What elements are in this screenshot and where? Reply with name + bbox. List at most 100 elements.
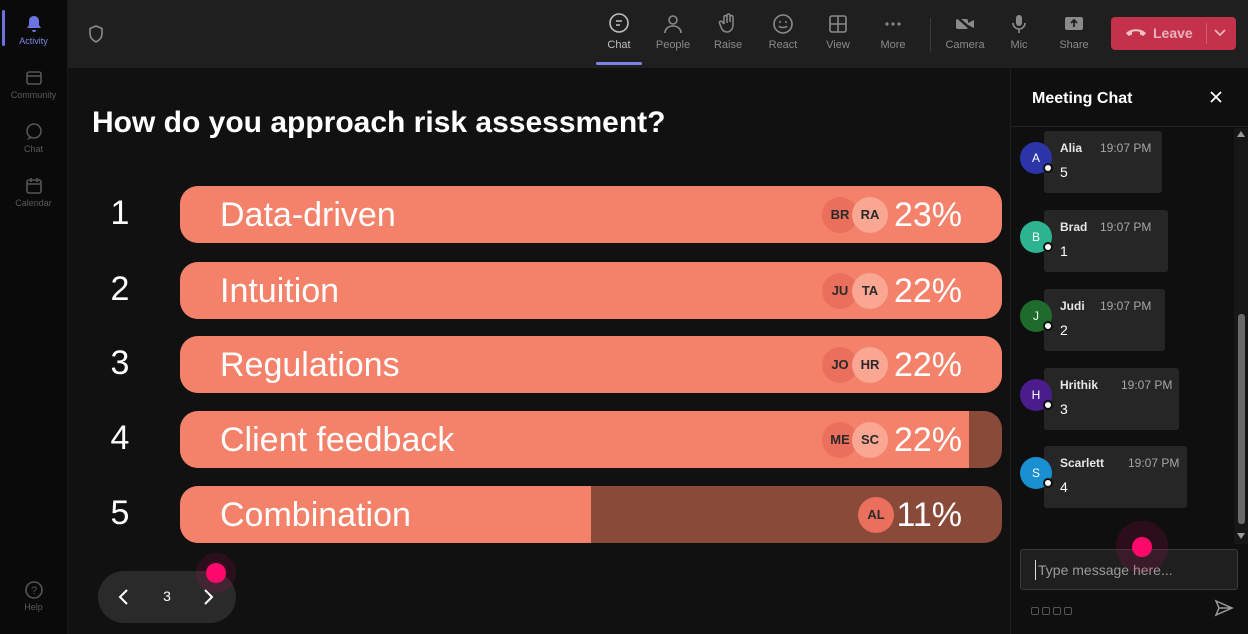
chevron-down-icon[interactable] bbox=[1213, 25, 1227, 41]
rail-item-chat[interactable]: Chat bbox=[0, 122, 67, 154]
scroll-down-arrow[interactable] bbox=[1237, 533, 1245, 539]
meeting-toolbar: Chat People Raise React View More Camera bbox=[68, 0, 1248, 68]
chat-message-input[interactable] bbox=[1035, 560, 1233, 580]
presence-status-icon bbox=[1043, 321, 1053, 331]
bell-icon bbox=[26, 16, 41, 32]
community-icon bbox=[25, 71, 42, 85]
poll-option-label: Combination bbox=[220, 496, 411, 534]
meeting-chat-panel: Meeting Chat Alia 19:07 PM 5 A Brad 19:07 PM 1… bbox=[1010, 68, 1248, 634]
leave-divider bbox=[1206, 23, 1207, 44]
react-button[interactable]: React bbox=[758, 12, 808, 51]
attach-icon[interactable] bbox=[1042, 607, 1050, 615]
view-button[interactable]: View bbox=[813, 12, 863, 51]
emoji-icon[interactable] bbox=[1053, 607, 1061, 615]
close-icon[interactable] bbox=[1209, 90, 1223, 104]
chat-message[interactable]: Brad 19:07 PM 1 bbox=[1044, 210, 1168, 272]
share-screen-icon bbox=[1065, 17, 1083, 30]
author-avatar[interactable]: B bbox=[1020, 221, 1053, 253]
avatar-initial: H bbox=[1031, 388, 1041, 402]
chat-message-box[interactable] bbox=[1020, 549, 1238, 590]
message-text: 1 bbox=[1060, 243, 1068, 259]
chat-message[interactable]: Hrithik 19:07 PM 3 bbox=[1044, 368, 1179, 430]
message-author: Alia bbox=[1060, 141, 1083, 155]
rail-item-activity[interactable]: Activity bbox=[0, 14, 67, 46]
pointer-indicator-chat bbox=[1132, 537, 1152, 557]
message-timestamp: 19:07 PM bbox=[1100, 141, 1152, 155]
send-icon[interactable] bbox=[1214, 599, 1234, 617]
more-button[interactable]: More bbox=[868, 12, 918, 51]
smiley-icon bbox=[773, 14, 793, 34]
share-button[interactable]: Share bbox=[1049, 12, 1099, 51]
poll-option-label: Client feedback bbox=[220, 421, 455, 459]
voter-avatar: SC bbox=[852, 422, 888, 458]
poll-option-bar[interactable]: Intuition JU TA 22% bbox=[180, 262, 1002, 319]
share-button-label: Share bbox=[1059, 39, 1089, 51]
presence-status-icon bbox=[1043, 163, 1053, 173]
page-number: 3 bbox=[163, 588, 171, 604]
chat-header-divider bbox=[1011, 126, 1248, 127]
option-number: 2 bbox=[110, 270, 130, 308]
rail-label-chat: Chat bbox=[23, 144, 43, 154]
rail-item-community[interactable]: Community bbox=[0, 68, 67, 100]
voter-avatar: TA bbox=[852, 273, 888, 309]
view-button-label: View bbox=[826, 39, 850, 51]
rail-label-activity: Activity bbox=[19, 36, 48, 46]
chat-icon bbox=[609, 13, 629, 33]
poll-option-label: Intuition bbox=[220, 272, 340, 310]
chat-active-underline bbox=[596, 62, 642, 65]
message-timestamp: 19:07 PM bbox=[1121, 378, 1173, 392]
grid-view-icon bbox=[829, 15, 847, 33]
chat-bubble-icon bbox=[25, 123, 42, 140]
raise-hand-button[interactable]: Raise bbox=[703, 12, 753, 51]
scroll-up-arrow[interactable] bbox=[1237, 131, 1245, 137]
voter-avatar: RA bbox=[852, 197, 888, 233]
people-button-label: People bbox=[655, 39, 691, 51]
option-number: 1 bbox=[110, 194, 130, 232]
camera-button[interactable]: Camera bbox=[940, 12, 990, 51]
chat-button[interactable]: Chat bbox=[594, 12, 644, 51]
mic-button[interactable]: Mic bbox=[994, 12, 1044, 51]
chat-message[interactable]: Alia 19:07 PM 5 bbox=[1044, 131, 1162, 193]
gif-icon[interactable] bbox=[1064, 607, 1072, 615]
author-avatar[interactable]: J bbox=[1020, 300, 1053, 332]
rail-label-community: Community bbox=[10, 90, 57, 100]
more-dots-icon bbox=[885, 22, 901, 26]
pointer-indicator bbox=[206, 563, 226, 583]
poll-option-bar[interactable]: Data-driven BR RA 23% bbox=[180, 186, 1002, 243]
format-icon[interactable] bbox=[1031, 607, 1039, 615]
author-avatar[interactable]: A bbox=[1020, 142, 1053, 174]
chat-scrollbar[interactable] bbox=[1234, 128, 1248, 544]
poll-option-bar[interactable]: Combination AL 11% bbox=[180, 486, 1002, 543]
camera-button-label: Camera bbox=[945, 39, 985, 51]
camera-off-icon bbox=[955, 15, 975, 33]
message-text: 3 bbox=[1060, 401, 1068, 417]
author-avatar[interactable]: H bbox=[1020, 379, 1053, 411]
people-button[interactable]: People bbox=[648, 12, 698, 51]
shield-icon[interactable] bbox=[86, 24, 106, 44]
svg-text:?: ? bbox=[30, 585, 36, 597]
poll-option-bar[interactable]: Client feedback ME SC 22% bbox=[180, 411, 1002, 468]
rail-item-help[interactable]: ? Help bbox=[0, 580, 67, 612]
rail-item-calendar[interactable]: Calendar bbox=[0, 176, 67, 208]
chevron-right-icon[interactable] bbox=[198, 587, 218, 607]
author-avatar[interactable]: S bbox=[1020, 457, 1053, 489]
chevron-left-icon[interactable] bbox=[114, 587, 134, 607]
chat-message[interactable]: Judi 19:07 PM 2 bbox=[1044, 289, 1165, 351]
leave-button[interactable]: Leave bbox=[1111, 17, 1236, 50]
leave-label: Leave bbox=[1153, 25, 1193, 41]
message-text: 5 bbox=[1060, 164, 1068, 180]
formatting-icons bbox=[1031, 602, 1075, 620]
mic-button-label: Mic bbox=[1010, 39, 1028, 51]
hang-up-icon bbox=[1126, 29, 1146, 36]
chat-panel-title: Meeting Chat bbox=[1032, 90, 1133, 107]
poll-option-bar[interactable]: Regulations JO HR 22% bbox=[180, 336, 1002, 393]
avatar-initial: J bbox=[1033, 309, 1039, 323]
chat-message[interactable]: Scarlett 19:07 PM 4 bbox=[1044, 446, 1187, 508]
message-author: Hrithik bbox=[1060, 378, 1099, 392]
message-timestamp: 19:07 PM bbox=[1100, 220, 1152, 234]
microphone-icon bbox=[1012, 15, 1026, 33]
calendar-icon bbox=[25, 178, 42, 194]
left-rail: Activity Community Chat Calendar ? Help bbox=[0, 0, 68, 634]
toolbar-separator bbox=[930, 18, 931, 52]
scroll-thumb[interactable] bbox=[1238, 314, 1245, 524]
